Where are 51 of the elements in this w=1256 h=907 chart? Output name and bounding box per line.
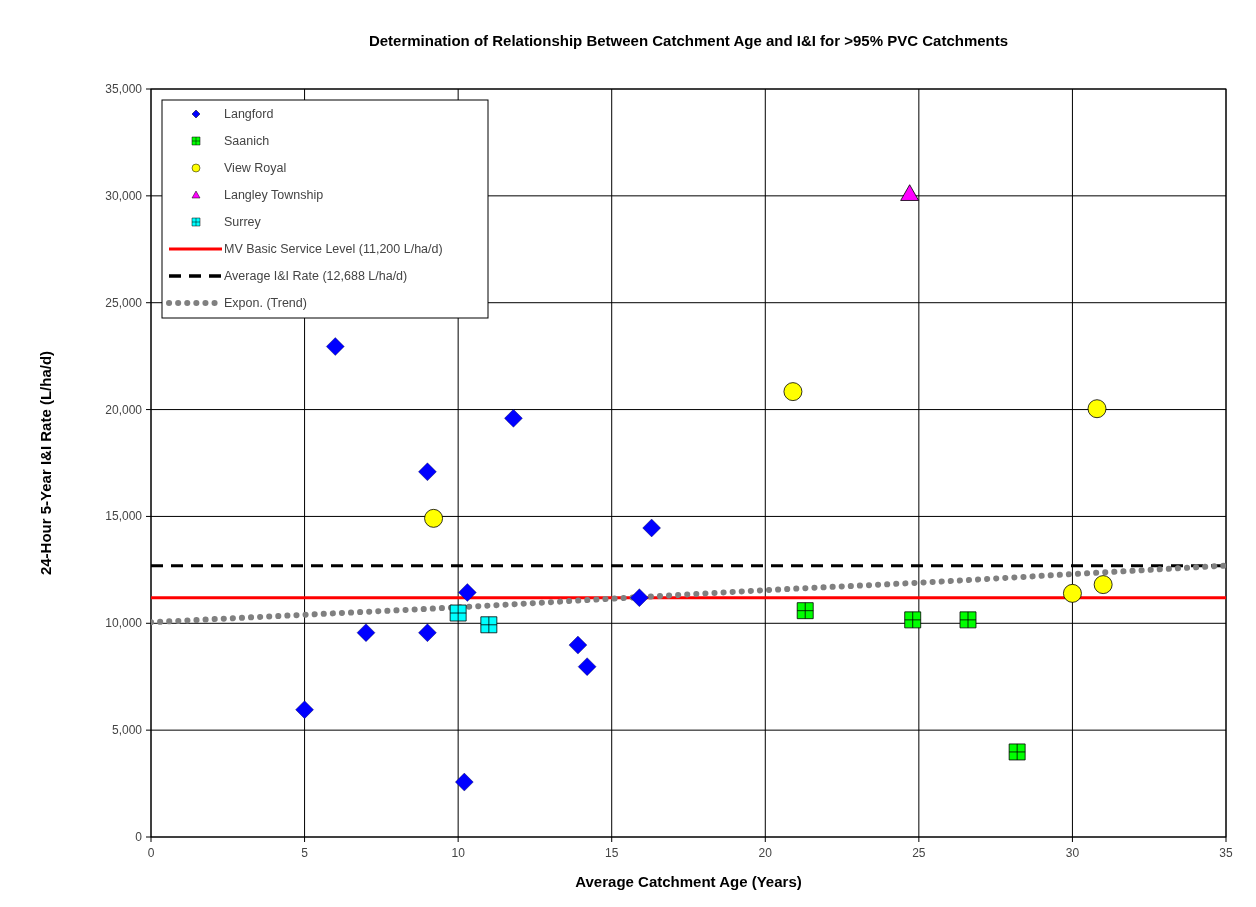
y-tick-label: 15,000 xyxy=(105,509,143,524)
legend-label: Expon. (Trend) xyxy=(224,296,307,310)
point xyxy=(356,623,376,642)
point xyxy=(900,184,920,201)
x-axis-title: Average Catchment Age (Years) xyxy=(575,873,802,890)
legend-label: Saanich xyxy=(224,134,270,148)
y-tick-label: 10,000 xyxy=(105,616,143,631)
y-tick-label: 30,000 xyxy=(105,188,143,203)
x-tick-label: 0 xyxy=(147,846,155,860)
point xyxy=(783,382,803,401)
y-tick-label: 25,000 xyxy=(105,295,143,310)
point xyxy=(904,611,922,629)
legend-label: Average I&I Rate (12,688 L/ha/d) xyxy=(224,269,408,283)
point xyxy=(295,700,314,719)
y-tick-label: 0 xyxy=(135,830,143,844)
x-tick-label: 10 xyxy=(451,846,466,860)
point xyxy=(1093,575,1113,594)
point xyxy=(326,337,345,356)
legend-label: Surrey xyxy=(224,215,262,229)
y-tick-label: 5,000 xyxy=(111,723,143,738)
point xyxy=(418,462,437,481)
point xyxy=(458,583,477,602)
point xyxy=(568,635,588,655)
point xyxy=(642,518,661,538)
point xyxy=(424,508,443,528)
point xyxy=(630,588,649,607)
y-tick-label: 20,000 xyxy=(105,402,143,417)
legend-label: Langford xyxy=(224,107,274,121)
point xyxy=(480,616,498,634)
point xyxy=(1063,583,1082,603)
legend-label: MV Basic Service Level (11,200 L/ha/d) xyxy=(224,242,443,256)
point xyxy=(504,409,523,428)
y-tick-label: 35,000 xyxy=(105,82,143,96)
point xyxy=(449,604,467,622)
legend-label: Langley Township xyxy=(224,188,324,202)
x-tick-label: 5 xyxy=(301,846,309,860)
point xyxy=(418,623,437,642)
x-tick-label: 35 xyxy=(1219,846,1233,860)
point xyxy=(455,772,474,792)
point xyxy=(1008,743,1026,761)
point xyxy=(1087,399,1107,419)
point xyxy=(959,611,977,629)
point xyxy=(577,657,597,676)
legend-label: View Royal xyxy=(224,161,287,175)
x-tick-label: 15 xyxy=(605,846,619,860)
y-axis-title: 24-Hour 5-Year I&I Rate (L/ha/d) xyxy=(37,350,54,576)
x-tick-label: 30 xyxy=(1065,846,1080,860)
point xyxy=(796,602,814,620)
x-tick-label: 20 xyxy=(758,846,773,860)
chart-title: Determination of Relationship Between Catchment Age and I&I for >95% PVC Catchments xyxy=(368,32,1009,49)
x-tick-label: 25 xyxy=(912,846,926,860)
